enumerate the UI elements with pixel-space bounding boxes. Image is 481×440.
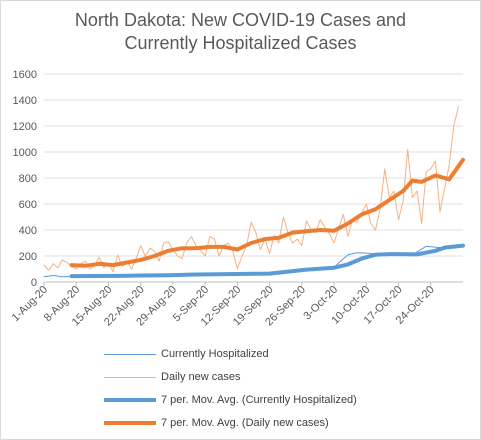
chart-title-line-2: Currently Hospitalized Cases [124, 33, 357, 53]
legend-label-hospitalized: Currently Hospitalized [161, 348, 269, 360]
y-tick-label-1600: 1600 [13, 69, 37, 81]
series-line-avg-hospitalized [69, 243, 465, 279]
legend-label-avg-hospitalized: 7 per. Mov. Avg. (Currently Hospitalized… [161, 394, 357, 406]
legend-swatch-daily-cases [104, 377, 156, 378]
legend-swatch-hospitalized [104, 354, 156, 355]
chart-title-line-1: North Dakota: New COVID-19 Cases and [74, 10, 407, 30]
y-tick-label-1000: 1000 [13, 147, 37, 159]
y-tick-label-1400: 1400 [13, 95, 37, 107]
y-tick-label-400: 400 [19, 225, 37, 237]
legend-label-daily-cases: Daily new cases [161, 371, 241, 383]
legend-label-avg-daily-cases: 7 per. Mov. Avg. (Daily new cases) [161, 417, 329, 429]
chart-title: North Dakota: New COVID-19 Cases and Cur… [1, 9, 480, 55]
legend-swatch-avg-daily-cases [104, 421, 156, 425]
legend-swatch-avg-hospitalized [104, 398, 156, 402]
y-tick-label-0: 0 [31, 277, 37, 289]
y-tick-label-200: 200 [19, 251, 37, 263]
y-tick-label-600: 600 [19, 199, 37, 211]
y-tick-label-1200: 1200 [13, 121, 37, 133]
series-line-avg-daily-cases [69, 157, 465, 268]
y-tick-label-800: 800 [19, 173, 37, 185]
series-line-daily-cases [43, 106, 459, 273]
